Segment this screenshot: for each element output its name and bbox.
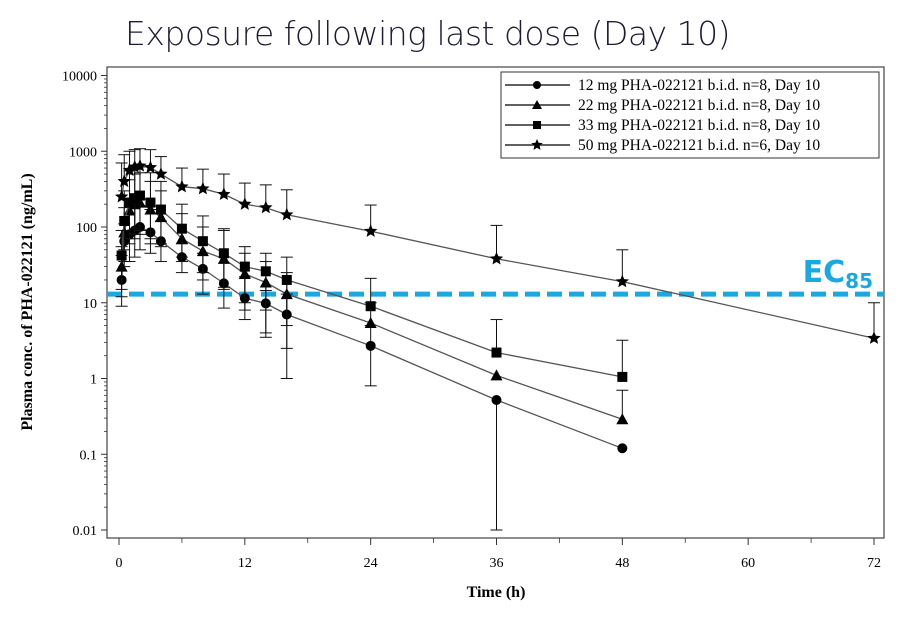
marker-circle (533, 81, 541, 89)
marker-square (155, 204, 166, 215)
marker-star (238, 197, 252, 210)
marker-star (867, 331, 881, 344)
y-tick-label: 0.01 (73, 524, 98, 539)
marker-star (154, 167, 168, 180)
y-axis-title: Plasma conc. of PHA-022121 (ng/mL) (19, 173, 36, 430)
series-line (120, 165, 875, 339)
legend: 12 mg PHA-022121 b.i.d. n=8, Day 10 22 mg… (500, 71, 880, 159)
x-tick-label: 48 (615, 556, 629, 571)
marker-triangle (532, 100, 542, 109)
x-axis-title: Time (h) (467, 584, 526, 601)
chart-title: Exposure following last dose (Day 10) (125, 14, 731, 53)
marker-triangle (364, 317, 377, 329)
marker-star (143, 160, 158, 174)
legend-label: 50 mg PHA-022121 b.i.d. n=6, Day 10 (578, 137, 820, 154)
marker-circle (365, 340, 376, 351)
marker-star (175, 179, 189, 193)
marker-star (364, 224, 378, 237)
marker-star (133, 158, 147, 172)
marker-star (531, 139, 543, 150)
marker-circle (491, 395, 502, 406)
marker-triangle (490, 369, 503, 381)
marker-star (115, 189, 129, 203)
y-tick-label: 0.1 (80, 448, 98, 463)
x-tick-label: 36 (490, 556, 504, 571)
x-tick-label: 60 (741, 556, 755, 571)
legend-item: 22 mg PHA-022121 b.i.d. n=8, Day 10 (505, 97, 820, 114)
marker-triangle (616, 413, 629, 425)
marker-star (196, 181, 210, 195)
marker-square (260, 266, 271, 277)
y-tick-label: 1 (90, 373, 97, 388)
legend-box (500, 71, 880, 159)
marker-circle (617, 443, 628, 454)
marker-square (134, 190, 145, 201)
ec85-reference: EC85 (107, 255, 884, 297)
x-tick-label: 24 (364, 556, 378, 571)
marker-square (119, 216, 130, 227)
series-line (120, 226, 623, 449)
y-tick-label: 1000 (69, 145, 97, 160)
legend-label: 12 mg PHA-022121 b.i.d. n=8, Day 10 (578, 77, 820, 94)
marker-star (280, 207, 294, 221)
marker-star (217, 187, 231, 200)
marker-square (129, 193, 140, 204)
legend-item: 33 mg PHA-022121 b.i.d. n=8, Day 10 (505, 117, 820, 134)
series-triangle (115, 172, 629, 425)
marker-star (122, 163, 137, 176)
legend-item: 12 mg PHA-022121 b.i.d. n=8, Day 10 (505, 77, 820, 94)
marker-square (365, 301, 376, 312)
marker-square (617, 371, 628, 382)
marker-star (259, 200, 273, 214)
legend-label: 22 mg PHA-022121 b.i.d. n=8, Day 10 (578, 97, 820, 114)
series-square (115, 166, 629, 382)
marker-star (489, 251, 504, 265)
y-tick-label: 100 (76, 221, 97, 236)
y-tick-label: 10000 (62, 70, 97, 85)
x-tick-label: 12 (238, 556, 252, 571)
axes: 10000 1000 100 10 1 0.1 0.01 0 12 24 36 48 60 72 (62, 66, 885, 571)
series-star (115, 148, 881, 344)
marker-square (145, 197, 156, 208)
x-tick-label: 72 (867, 556, 881, 571)
marker-square (218, 248, 229, 259)
plot-area (115, 148, 881, 531)
x-tick-label: 0 (116, 556, 123, 571)
legend-label: 33 mg PHA-022121 b.i.d. n=8, Day 10 (578, 117, 820, 134)
marker-star (117, 174, 131, 188)
marker-square (491, 347, 502, 358)
legend-item: 50 mg PHA-022121 b.i.d. n=6, Day 10 (505, 137, 820, 154)
marker-square (116, 250, 127, 261)
marker-square (197, 236, 208, 247)
y-tick-label: 10 (83, 297, 97, 312)
marker-square (239, 261, 250, 272)
ec85-label: EC85 (803, 255, 873, 293)
marker-square (533, 121, 541, 129)
marker-square (281, 274, 292, 285)
marker-square (124, 197, 135, 208)
series-circle (115, 205, 628, 531)
marker-star (128, 160, 142, 173)
marker-square (176, 223, 187, 234)
marker-star (615, 274, 629, 288)
